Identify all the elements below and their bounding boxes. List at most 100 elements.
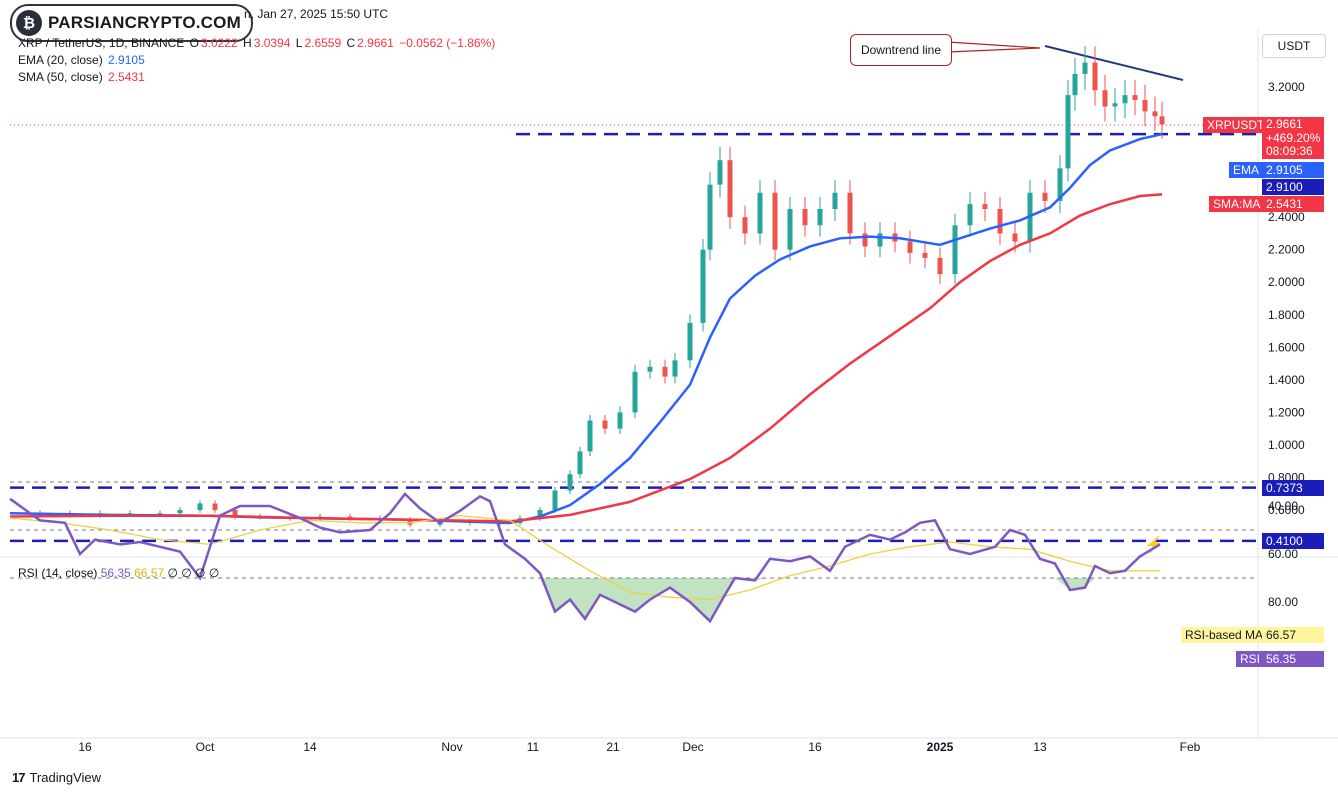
candle-body <box>1122 95 1128 104</box>
date-line: n, Jan 27, 2025 15:50 UTC <box>244 7 389 21</box>
grid <box>0 28 1338 739</box>
candle-body <box>577 451 583 475</box>
candle-body <box>1012 233 1018 242</box>
time-tick-label: 11 <box>527 740 540 754</box>
currency-button[interactable]: USDT <box>1262 34 1326 58</box>
candle-body <box>1082 62 1088 74</box>
rsi-label: RSI (14, close) <box>18 566 98 580</box>
price-tick-label: 1.8000 <box>1268 308 1305 322</box>
rsi-tag-name: RSI <box>1236 651 1265 667</box>
level-tag-2910: 2.9100 <box>1262 179 1324 195</box>
rsi-tick-label: 60.00 <box>1268 547 1298 561</box>
time-tick-label: Dec <box>682 740 703 754</box>
rsi-tag-value: 56.35 <box>1262 651 1324 667</box>
tradingview-label: TradingView <box>29 770 102 785</box>
time-tick-label: 16 <box>78 740 92 754</box>
horizontal-levels <box>10 41 1258 543</box>
time-tick-label: Oct <box>196 740 215 754</box>
time-tick-label: Feb <box>1180 740 1201 754</box>
rsi-ma-tag-value: 66.57 <box>1262 627 1324 643</box>
price-tick-label: 2.4000 <box>1268 210 1305 224</box>
rsi-tick-label: 80.00 <box>1268 595 1298 609</box>
time-tick-label: 2025 <box>927 740 954 754</box>
indicator-lines: ⚡ <box>9 132 1164 554</box>
rsi-legend[interactable]: RSI (14, close) 56.35 66.57 ∅ ∅ ∅ ∅ <box>18 566 219 580</box>
sma-legend[interactable]: SMA (50, close) 2.5431 <box>18 70 147 84</box>
rsi-ma-tag-name: RSI-based MA <box>1181 627 1268 643</box>
price-tag-value: 2.9661 <box>1266 117 1303 131</box>
rsi-overbought-fill <box>10 578 1160 622</box>
symbol-tag: XRPUSDT <box>1203 117 1269 133</box>
downtrend-line <box>1044 45 1184 81</box>
candle-body <box>1072 73 1078 96</box>
site-logo: ₿ PARSIANCRYPTO.COM <box>10 4 253 42</box>
candle-body <box>787 209 793 250</box>
candle-body <box>817 209 823 226</box>
time-tick-label: 13 <box>1033 740 1047 754</box>
time-tick-label: Nov <box>441 740 462 754</box>
candle-body <box>197 503 203 510</box>
ema-tag-name: EMA <box>1229 162 1264 178</box>
sma-tag-name: SMA:MA <box>1209 196 1265 212</box>
candle-body <box>700 249 706 323</box>
close-value: 2.9661 <box>357 36 394 50</box>
candle-body <box>742 217 748 234</box>
candle-body <box>707 184 713 250</box>
candle-body <box>647 366 653 372</box>
price-tick-label: 3.2000 <box>1268 80 1305 94</box>
candles <box>37 46 1165 528</box>
candle-body <box>1057 168 1063 201</box>
sma-line <box>9 193 1163 523</box>
rsi-value: 56.35 <box>100 566 131 580</box>
candle-body <box>347 516 353 519</box>
candle-body <box>1159 116 1165 125</box>
candle-body <box>672 360 678 377</box>
time-tick-label: 16 <box>808 740 822 754</box>
price-tag-pct: +469.20% <box>1266 130 1321 145</box>
sma-tag-value: 2.5431 <box>1262 196 1324 212</box>
candle-body <box>847 192 853 234</box>
candle-body <box>1042 192 1048 201</box>
candle-body <box>1132 95 1138 101</box>
downtrend-callout: Downtrend line <box>850 34 952 66</box>
axes: 0.60000.80001.00001.20001.40001.60001.80… <box>78 80 1305 754</box>
ema-legend[interactable]: EMA (20, close) 2.9105 <box>18 53 147 67</box>
logo-text: PARSIANCRYPTO.COM <box>48 13 241 32</box>
candle-body <box>687 322 693 361</box>
level-tag-07373: 0.7373 <box>1262 480 1324 496</box>
level-tag-04100: 0.4100 <box>1262 533 1324 549</box>
candle-body <box>832 192 838 210</box>
lightning-icon: ⚡ <box>1144 535 1164 554</box>
candle-body <box>717 160 723 185</box>
candle-body <box>772 192 778 250</box>
candle-body <box>727 160 733 218</box>
candle-body <box>632 371 638 413</box>
candle-body <box>1102 90 1108 107</box>
candle-body <box>997 209 1003 234</box>
rsi-pane: 80.00 60.00 40.00 <box>9 481 1298 624</box>
rsi-tick-label: 40.00 <box>1268 499 1298 513</box>
price-tick-label: 0.6000 <box>1268 503 1305 517</box>
logo-mark: ₿ <box>16 10 42 36</box>
callout-pointer <box>947 41 1041 53</box>
high-label: H <box>243 36 252 50</box>
candle-body <box>602 420 608 429</box>
price-tick-label: 2.2000 <box>1268 243 1305 257</box>
tradingview-icon: 17 <box>12 770 26 785</box>
candle-body <box>952 225 958 275</box>
time-tick-label: 14 <box>303 740 317 754</box>
candle-body <box>662 366 668 377</box>
open-value: 3.0222 <box>200 36 238 50</box>
sma-label: SMA (50, close) <box>18 70 103 84</box>
tradingview-brand[interactable]: 17 TradingView <box>12 770 101 785</box>
candle-body <box>1065 95 1071 169</box>
candle-body <box>937 257 943 275</box>
ema-line <box>9 132 1163 525</box>
candle-body <box>982 204 988 210</box>
candle-body <box>1142 100 1148 112</box>
candle-body <box>157 513 163 515</box>
price-tick-label: 1.4000 <box>1268 373 1305 387</box>
high-value: 3.0394 <box>253 36 291 50</box>
candle-body <box>877 233 883 247</box>
